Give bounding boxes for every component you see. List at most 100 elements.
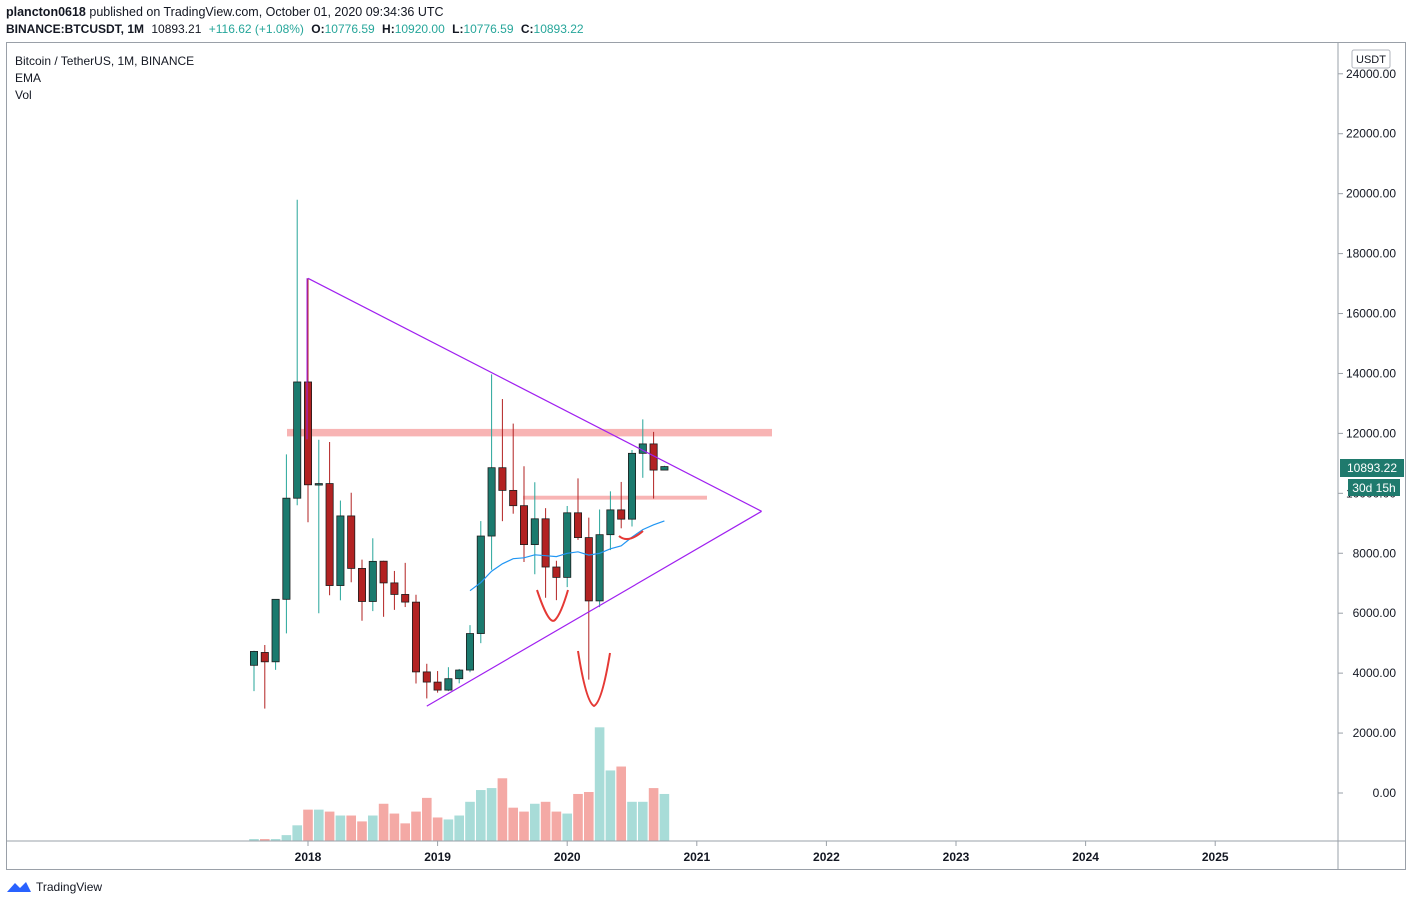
time-tick-label: 2025 [1202,850,1229,864]
volume-bar [314,809,324,841]
low-label: L: [452,22,464,36]
volume-bar [648,788,659,841]
close-value: 10893.22 [533,22,584,36]
volume-bar [465,801,475,841]
annotations-layer [536,530,644,708]
volume-bar [324,811,335,841]
time-tick-label: 2023 [943,850,970,864]
candle-body [271,598,280,663]
price-tick-label: 4000.00 [1353,666,1397,680]
price-tick-label: 2000.00 [1353,726,1397,740]
candle-body [368,560,377,602]
ohlc-header: BINANCE:BTCUSDT, 1M 10893.21 +116.62 (+1… [6,22,584,36]
tradingview-brand[interactable]: TradingView [6,880,102,894]
volume-bar [378,803,389,841]
volume-bar [249,839,259,841]
volume-bar [519,811,529,841]
price-tick-label: 12000.00 [1346,426,1396,440]
volume-bar [443,819,454,841]
volume-bar [411,811,421,841]
high-value: 10920.00 [394,22,445,36]
volume-bar [422,797,432,841]
candle-body [357,568,366,602]
candle-body [509,489,518,507]
legend-vol[interactable]: Vol [15,88,32,102]
volume-bar [497,778,508,841]
candles-layer [249,199,669,709]
candle-body [541,518,550,568]
candle-body [465,633,474,671]
volume-bar [562,813,572,841]
currency-badge[interactable]: USDT [1351,49,1391,69]
price-tick-label: 20000.00 [1346,187,1396,201]
volume-bar [303,809,313,841]
candle-body [444,678,453,691]
volume-bar [627,801,637,841]
candle-body [498,467,507,491]
volume-bar [476,790,486,841]
candle-body [595,534,604,602]
volume-bar [368,815,378,841]
volume-bar [573,793,583,841]
author-name[interactable]: plancton0618 [6,5,86,19]
published-text: published on TradingView.com, October 01… [89,5,444,19]
time-tick-label: 2018 [295,850,322,864]
candle-body [249,651,258,666]
countdown-tag-text: 30d 15h [1352,481,1395,495]
candle-body [379,560,388,584]
price-tick-label: 22000.00 [1346,127,1396,141]
volume-bar [486,788,497,841]
last-price-tag-text: 10893.22 [1347,461,1397,475]
candle-body [433,681,442,691]
annotation-curve-2020-mid [618,530,644,541]
price-tick-label: 14000.00 [1346,366,1396,380]
volume-layer [249,727,670,841]
annotation-curve-2020 [577,650,611,708]
candle-body [649,443,658,471]
low-value: 10776.59 [463,22,514,36]
candle-body [282,497,291,600]
volume-bar [260,839,270,841]
legend-title[interactable]: Bitcoin / TetherUS, 1M, BINANCE [15,54,195,68]
symbol-label: BINANCE:BTCUSDT, 1M [6,22,144,36]
time-tick-label: 2019 [424,850,451,864]
volume-bar [616,766,626,841]
open-value: 10776.59 [324,22,375,36]
price-change: +116.62 (+1.08%) [208,22,304,36]
candle-body [411,601,420,673]
volume-bar [389,813,400,841]
price-axis: 24000.00 22000.00 20000.00 18000.00 16000.00… [1338,67,1396,800]
volume-bar [281,835,292,841]
chart-frame[interactable] [6,42,1406,870]
volume-bar [594,727,605,841]
candle-body [455,669,464,680]
price-tick-label: 16000.00 [1346,307,1396,321]
time-tick-label: 2024 [1072,850,1099,864]
legend-ema[interactable]: EMA [15,71,42,85]
triangle-lower-line [426,510,762,707]
volume-bar [292,825,302,841]
brand-label: TradingView [36,880,103,894]
triangle-upper-line [307,277,762,512]
candle-body [530,518,539,546]
volume-bar [659,793,670,841]
annotation-curve-2019 [536,589,569,622]
candle-body [401,594,410,603]
volume-bar [400,823,410,841]
time-tick-label: 2021 [683,850,710,864]
candle-body [617,509,626,520]
candle-body [314,483,323,486]
candle-body [422,671,431,683]
countdown-tag: 30d 15h [1348,479,1400,496]
price-tick-label: 8000.00 [1353,546,1397,560]
time-tick-label: 2022 [813,850,840,864]
chart-legend: Bitcoin / TetherUS, 1M, BINANCE EMA Vol [15,53,194,104]
candle-body [293,381,302,499]
time-axis: 2018 2019 2020 2021 2022 2023 2024 2025 [295,841,1229,864]
volume-bar [346,815,356,841]
candle-body [347,515,356,569]
candle-body [487,467,496,537]
candle-body [552,566,561,578]
tradingview-logo-icon [7,882,31,892]
